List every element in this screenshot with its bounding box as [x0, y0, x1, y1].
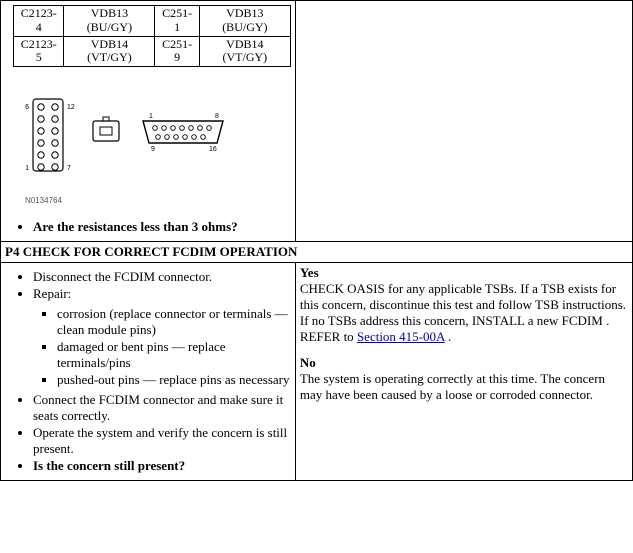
cell-a: C2123-5	[21, 37, 57, 65]
p4-right-cell: Yes CHECK OASIS for any applicable TSBs.…	[295, 263, 632, 481]
figure-number: N0134764	[25, 196, 291, 205]
connector-diagrams: 6 12 1 7	[5, 67, 291, 215]
svg-text:1: 1	[149, 113, 153, 120]
repair-pushed: pushed-out pins — replace pins as necess…	[57, 372, 291, 388]
yes-label: Yes	[300, 265, 628, 281]
step-disconnect: Disconnect the FCDIM connector.	[33, 269, 291, 285]
repair-corrosion: corrosion (replace connector or terminal…	[57, 306, 291, 338]
cell: C2123-4	[14, 6, 64, 37]
no-label: No	[300, 355, 628, 371]
pin-table: C2123-4 VDB13 (BU/GY) C251-1 VDB13 (BU/G…	[13, 5, 291, 67]
main-layout-table: C2123-4 VDB13 (BU/GY) C251-1 VDB13 (BU/G…	[0, 0, 633, 481]
cell: C2123-5	[14, 36, 64, 67]
repair-damaged: damaged or bent pins — replace terminals…	[57, 339, 291, 371]
p4-title: P4 CHECK FOR CORRECT FCDIM OPERATION	[1, 242, 633, 263]
resistance-question: Are the resistances less than 3 ohms?	[33, 219, 291, 235]
table-row: C2123-4 VDB13 (BU/GY) C251-1 VDB13 (BU/G…	[14, 6, 291, 37]
yes-text-pre: CHECK OASIS for any applicable TSBs. If …	[300, 281, 626, 344]
cell-c: C251-1	[162, 6, 192, 34]
svg-text:8: 8	[215, 113, 219, 120]
svg-text:1: 1	[25, 165, 29, 172]
cell: VDB13 (BU/GY)	[199, 6, 290, 37]
cell: VDB14 (VT/GY)	[64, 36, 155, 67]
cell: VDB13 (BU/GY)	[64, 6, 155, 37]
repair-label: Repair:	[33, 286, 71, 301]
step-question: Is the concern still present?	[33, 458, 291, 474]
p4-steps-list: Disconnect the FCDIM connector. Repair: …	[5, 269, 291, 474]
section-link[interactable]: Section 415-00A	[357, 329, 445, 344]
cell: VDB14 (VT/GY)	[199, 36, 290, 67]
cell-b: VDB14 (VT/GY)	[87, 37, 132, 65]
yes-text: CHECK OASIS for any applicable TSBs. If …	[300, 281, 628, 345]
upper-left-cell: C2123-4 VDB13 (BU/GY) C251-1 VDB13 (BU/G…	[1, 1, 296, 242]
cell-d: VDB14 (VT/GY)	[223, 37, 268, 65]
svg-text:9: 9	[151, 146, 155, 153]
cell-c: C251-9	[162, 37, 192, 65]
repair-sublist: corrosion (replace connector or terminal…	[33, 306, 291, 388]
cell-a: C2123-4	[21, 6, 57, 34]
no-text: The system is operating correctly at thi…	[300, 371, 628, 403]
step-operate: Operate the system and verify the concer…	[33, 425, 291, 457]
svg-text:6: 6	[25, 104, 29, 111]
svg-text:12: 12	[67, 104, 75, 111]
table-row: C2123-5 VDB14 (VT/GY) C251-9 VDB14 (VT/G…	[14, 36, 291, 67]
svg-text:16: 16	[209, 146, 217, 153]
cell: C251-1	[155, 6, 199, 37]
p4-left-cell: Disconnect the FCDIM connector. Repair: …	[1, 263, 296, 481]
yes-text-post: .	[445, 329, 452, 344]
cell-b: VDB13 (BU/GY)	[87, 6, 132, 34]
upper-right-cell	[295, 1, 632, 242]
cell: C251-9	[155, 36, 199, 67]
step-repair: Repair: corrosion (replace connector or …	[33, 286, 291, 388]
step-connect: Connect the FCDIM connector and make sur…	[33, 392, 291, 424]
question-list: Are the resistances less than 3 ohms?	[5, 219, 291, 235]
page-root: C2123-4 VDB13 (BU/GY) C251-1 VDB13 (BU/G…	[0, 0, 633, 481]
cell-d: VDB13 (BU/GY)	[222, 6, 267, 34]
svg-text:7: 7	[67, 165, 71, 172]
connector-svg: 6 12 1 7	[13, 97, 253, 177]
spacer	[300, 345, 628, 355]
